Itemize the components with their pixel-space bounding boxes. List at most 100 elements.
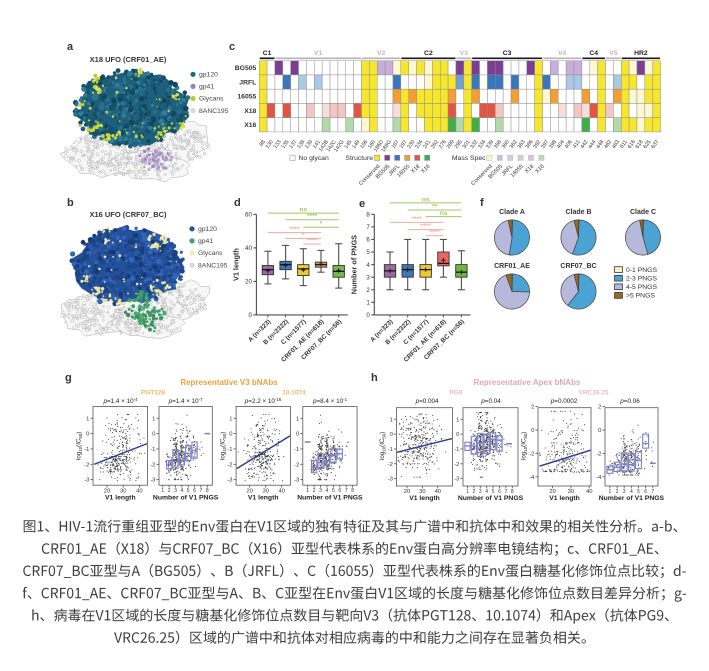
svg-text:-2: -2 [388,462,393,468]
svg-text:0: 0 [86,432,89,438]
svg-text:p=1.4 × 10-4: p=1.4 × 10-4 [102,397,138,405]
svg-text:1: 1 [390,417,393,423]
svg-text:462: 462 [603,139,613,150]
svg-text:c: c [229,41,235,53]
svg-text:10.1074: 10.1074 [282,390,306,397]
svg-text:p=0.04: p=0.04 [480,398,501,405]
svg-text:5: 5 [637,489,640,495]
svg-text:V1 length: V1 length [248,495,279,502]
svg-text:-2: -2 [596,451,601,457]
svg-text:****: **** [307,237,318,244]
svg-text:b: b [67,197,74,209]
svg-text:-1: -1 [84,447,89,453]
svg-text:145: 145 [343,139,353,150]
svg-text:3: 3 [479,489,482,495]
svg-text:V1 length: V1 length [105,495,136,502]
svg-text:X16: X16 [420,164,431,175]
svg-text:398: 398 [548,139,558,150]
svg-text:6: 6 [366,237,370,244]
svg-text:160: 160 [367,139,377,150]
svg-text:3: 3 [319,488,322,494]
svg-text:-3: -3 [388,477,393,483]
svg-text:1: 1 [456,417,459,423]
svg-text:406: 406 [564,139,574,150]
svg-text:20: 20 [246,488,252,494]
svg-text:Clade A: Clade A [499,209,525,216]
svg-text:ns: ns [422,196,430,203]
svg-text:1: 1 [466,489,469,495]
svg-text:gp41: gp41 [199,84,214,91]
svg-text:-3: -3 [150,478,155,484]
svg-text:log10(IC50): log10(IC50) [76,432,84,460]
svg-text:0: 0 [229,432,232,438]
svg-text:0: 0 [390,432,393,438]
svg-text:Mass Spec: Mass Spec [452,155,486,162]
svg-text:log10(IC50): log10(IC50) [220,432,228,460]
svg-text:3: 3 [174,488,177,494]
svg-text:p=2.2 × 10-16: p=2.2 × 10-16 [244,397,282,405]
svg-text:-1: -1 [388,447,393,453]
svg-text:7: 7 [651,489,654,495]
svg-text:p=8.4 × 10-1: p=8.4 × 10-1 [312,397,348,405]
svg-text:7: 7 [345,488,348,494]
svg-text:-4: -4 [529,475,535,481]
svg-text:C2: C2 [424,50,433,57]
svg-text:No glycan: No glycan [299,155,329,162]
svg-text:Number of PNGS: Number of PNGS [350,235,359,294]
svg-text:Glycans: Glycans [199,96,224,103]
svg-text:****: **** [307,213,318,220]
svg-text:X18 UFO (CRF01_AE): X18 UFO (CRF01_AE) [90,55,167,64]
svg-text:2: 2 [473,489,476,495]
svg-text:h: h [371,372,378,384]
svg-text:149: 149 [351,139,361,150]
svg-text:**: ** [432,203,438,210]
svg-text:Number of V1 PNGS: Number of V1 PNGS [297,495,363,502]
svg-text:X18: X18 [244,108,256,115]
svg-text:Clade B: Clade B [565,209,591,216]
svg-text:5: 5 [492,489,495,495]
svg-text:Representative Apex bNAbs: Representative Apex bNAbs [474,378,581,387]
svg-text:141: 141 [312,139,322,150]
svg-text:a: a [67,41,74,53]
svg-text:V2: V2 [377,50,386,57]
svg-text:16055: 16055 [237,94,256,101]
svg-text:****: **** [289,226,300,233]
svg-text:1: 1 [296,416,299,422]
svg-text:Clade C: Clade C [630,209,656,216]
svg-text:p=1.4 × 10-7: p=1.4 × 10-7 [168,397,204,405]
svg-text:V5: V5 [609,50,618,57]
svg-text:JRFL: JRFL [239,79,256,86]
svg-text:444: 444 [587,139,597,150]
svg-text:20: 20 [404,489,410,495]
svg-text:-1: -1 [294,447,299,453]
svg-text:138: 138 [296,139,306,150]
svg-text:230: 230 [406,139,416,150]
svg-text:V4: V4 [558,50,567,57]
svg-text:276: 276 [438,139,448,150]
svg-text:637: 637 [650,139,660,150]
svg-text:0: 0 [598,428,601,434]
svg-text:PG9: PG9 [449,390,462,397]
svg-text:p=0.06: p=0.06 [619,398,640,405]
svg-text:X18: X18 [410,164,421,175]
svg-text:Representative V3 bNAbs: Representative V3 bNAbs [180,378,278,387]
svg-text:187: 187 [391,139,401,150]
svg-text:3: 3 [623,489,626,495]
svg-text:1: 1 [306,488,309,494]
svg-text:0: 0 [248,312,252,319]
svg-text:Number of V1 PNGS: Number of V1 PNGS [153,495,219,502]
svg-text:HR2: HR2 [634,50,648,57]
svg-text:0-1 PNGS: 0-1 PNGS [626,267,657,274]
svg-text:0: 0 [366,312,370,319]
svg-text:363: 363 [517,139,527,150]
svg-text:gp120: gp120 [198,226,217,233]
svg-text:0: 0 [152,432,155,438]
svg-text:-3: -3 [84,478,89,484]
svg-text:4-5 PNGS: 4-5 PNGS [626,284,657,291]
svg-text:C4: C4 [589,50,598,57]
svg-text:139: 139 [304,139,314,150]
svg-text:gp41: gp41 [198,238,213,245]
svg-text:2: 2 [313,488,316,494]
svg-text:197: 197 [399,139,409,150]
svg-text:1: 1 [152,416,155,422]
